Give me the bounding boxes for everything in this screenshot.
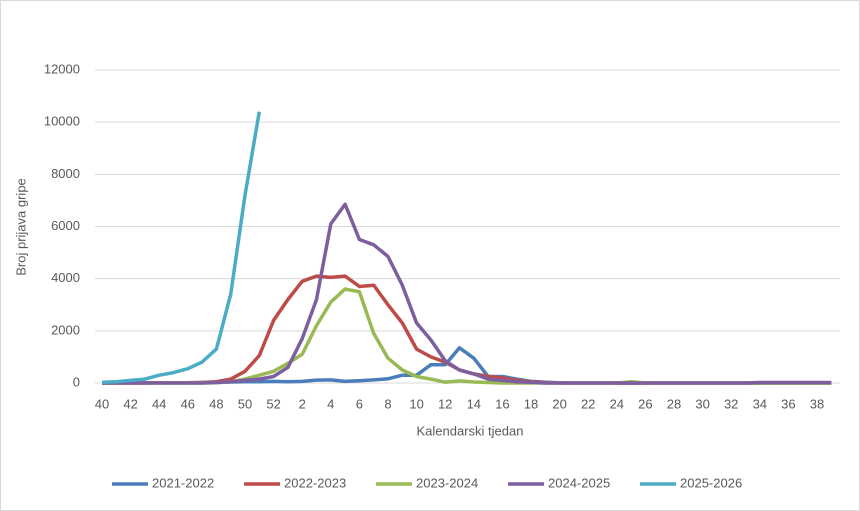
legend-label: 2024-2025: [548, 475, 610, 490]
x-tick-label: 28: [667, 396, 681, 411]
x-tick-label: 24: [610, 396, 624, 411]
x-tick-label: 48: [209, 396, 223, 411]
legend-label: 2021-2022: [152, 475, 214, 490]
series-line: [102, 202, 832, 385]
y-axis-label: Broj prijava gripe: [13, 178, 28, 276]
x-tick-label: 22: [581, 396, 595, 411]
y-tick-label: 0: [73, 374, 80, 389]
x-tick-label: 12: [438, 396, 452, 411]
x-tick-label: 20: [552, 396, 566, 411]
x-tick-label: 4: [327, 396, 334, 411]
x-tick-label: 10: [409, 396, 423, 411]
x-tick-label: 50: [238, 396, 252, 411]
x-tick-label: 16: [495, 396, 509, 411]
y-tick-label: 12000: [44, 61, 80, 76]
x-tick-label: 42: [123, 396, 137, 411]
x-axis-label: Kalendarski tjedan: [417, 423, 524, 438]
x-tick-label: 6: [356, 396, 363, 411]
x-tick-label: 44: [152, 396, 166, 411]
x-tick-label: 26: [638, 396, 652, 411]
x-tick-label: 36: [781, 396, 795, 411]
x-tick-label: 40: [95, 396, 109, 411]
legend-label: 2022-2023: [284, 475, 346, 490]
y-tick-label: 8000: [51, 166, 80, 181]
y-tick-label: 4000: [51, 270, 80, 285]
x-tick-label: 30: [695, 396, 709, 411]
x-tick-label: 52: [266, 396, 280, 411]
x-tick-label: 14: [467, 396, 481, 411]
x-tick-label: 2: [299, 396, 306, 411]
legend-label: 2023-2024: [416, 475, 478, 490]
series-line: [101, 111, 262, 384]
y-tick-label: 6000: [51, 218, 80, 233]
x-tick-label: 18: [524, 396, 538, 411]
x-tick-label: 32: [724, 396, 738, 411]
x-tick-label: 46: [181, 396, 195, 411]
x-tick-label: 8: [384, 396, 391, 411]
x-tick-label: 38: [810, 396, 824, 411]
y-tick-label: 10000: [44, 114, 80, 129]
y-tick-label: 2000: [51, 322, 80, 337]
legend-label: 2025-2026: [680, 475, 742, 490]
x-tick-label: 34: [753, 396, 767, 411]
